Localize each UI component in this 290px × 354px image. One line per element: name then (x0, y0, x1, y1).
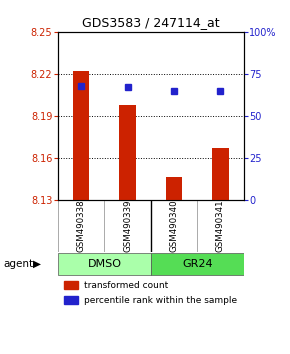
Text: percentile rank within the sample: percentile rank within the sample (84, 296, 237, 304)
Bar (64, 296, 78, 304)
Text: DMSO: DMSO (87, 259, 122, 269)
Text: GSM490340: GSM490340 (169, 200, 179, 252)
Text: GSM490341: GSM490341 (216, 200, 225, 252)
Text: GR24: GR24 (182, 259, 213, 269)
Text: transformed count: transformed count (84, 281, 168, 290)
Text: GSM490339: GSM490339 (123, 200, 132, 252)
Title: GDS3583 / 247114_at: GDS3583 / 247114_at (82, 16, 220, 29)
Bar (166, 177, 182, 200)
Bar (212, 148, 229, 200)
Bar (58, 253, 151, 275)
Bar (64, 281, 78, 289)
Bar (119, 105, 136, 200)
Bar (151, 253, 244, 275)
Bar (73, 71, 89, 200)
Text: ▶: ▶ (33, 259, 41, 269)
Text: agent: agent (3, 259, 33, 269)
Text: GSM490338: GSM490338 (77, 200, 86, 252)
